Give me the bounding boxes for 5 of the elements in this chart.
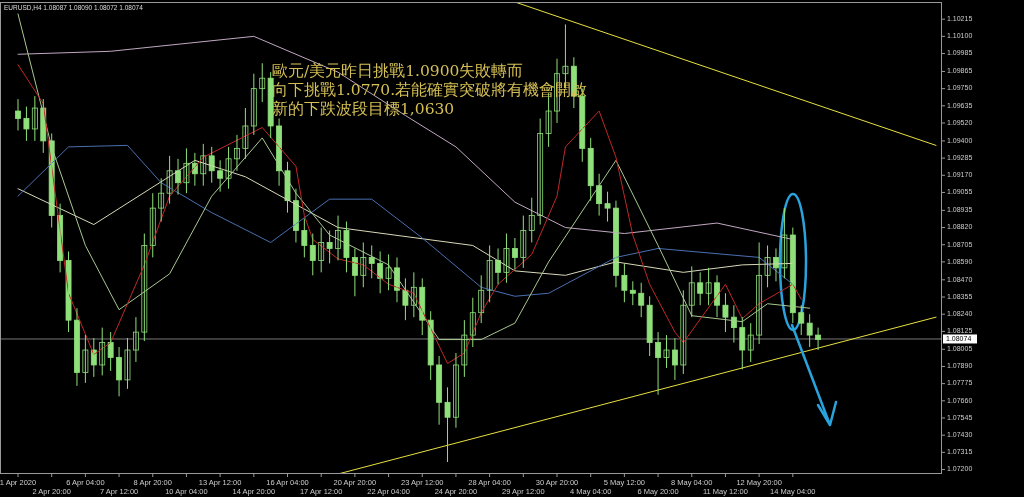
line-series (17, 159, 794, 276)
line-series (17, 13, 811, 341)
line-series (17, 35, 794, 240)
line-series (17, 64, 802, 364)
line-series (17, 144, 794, 297)
